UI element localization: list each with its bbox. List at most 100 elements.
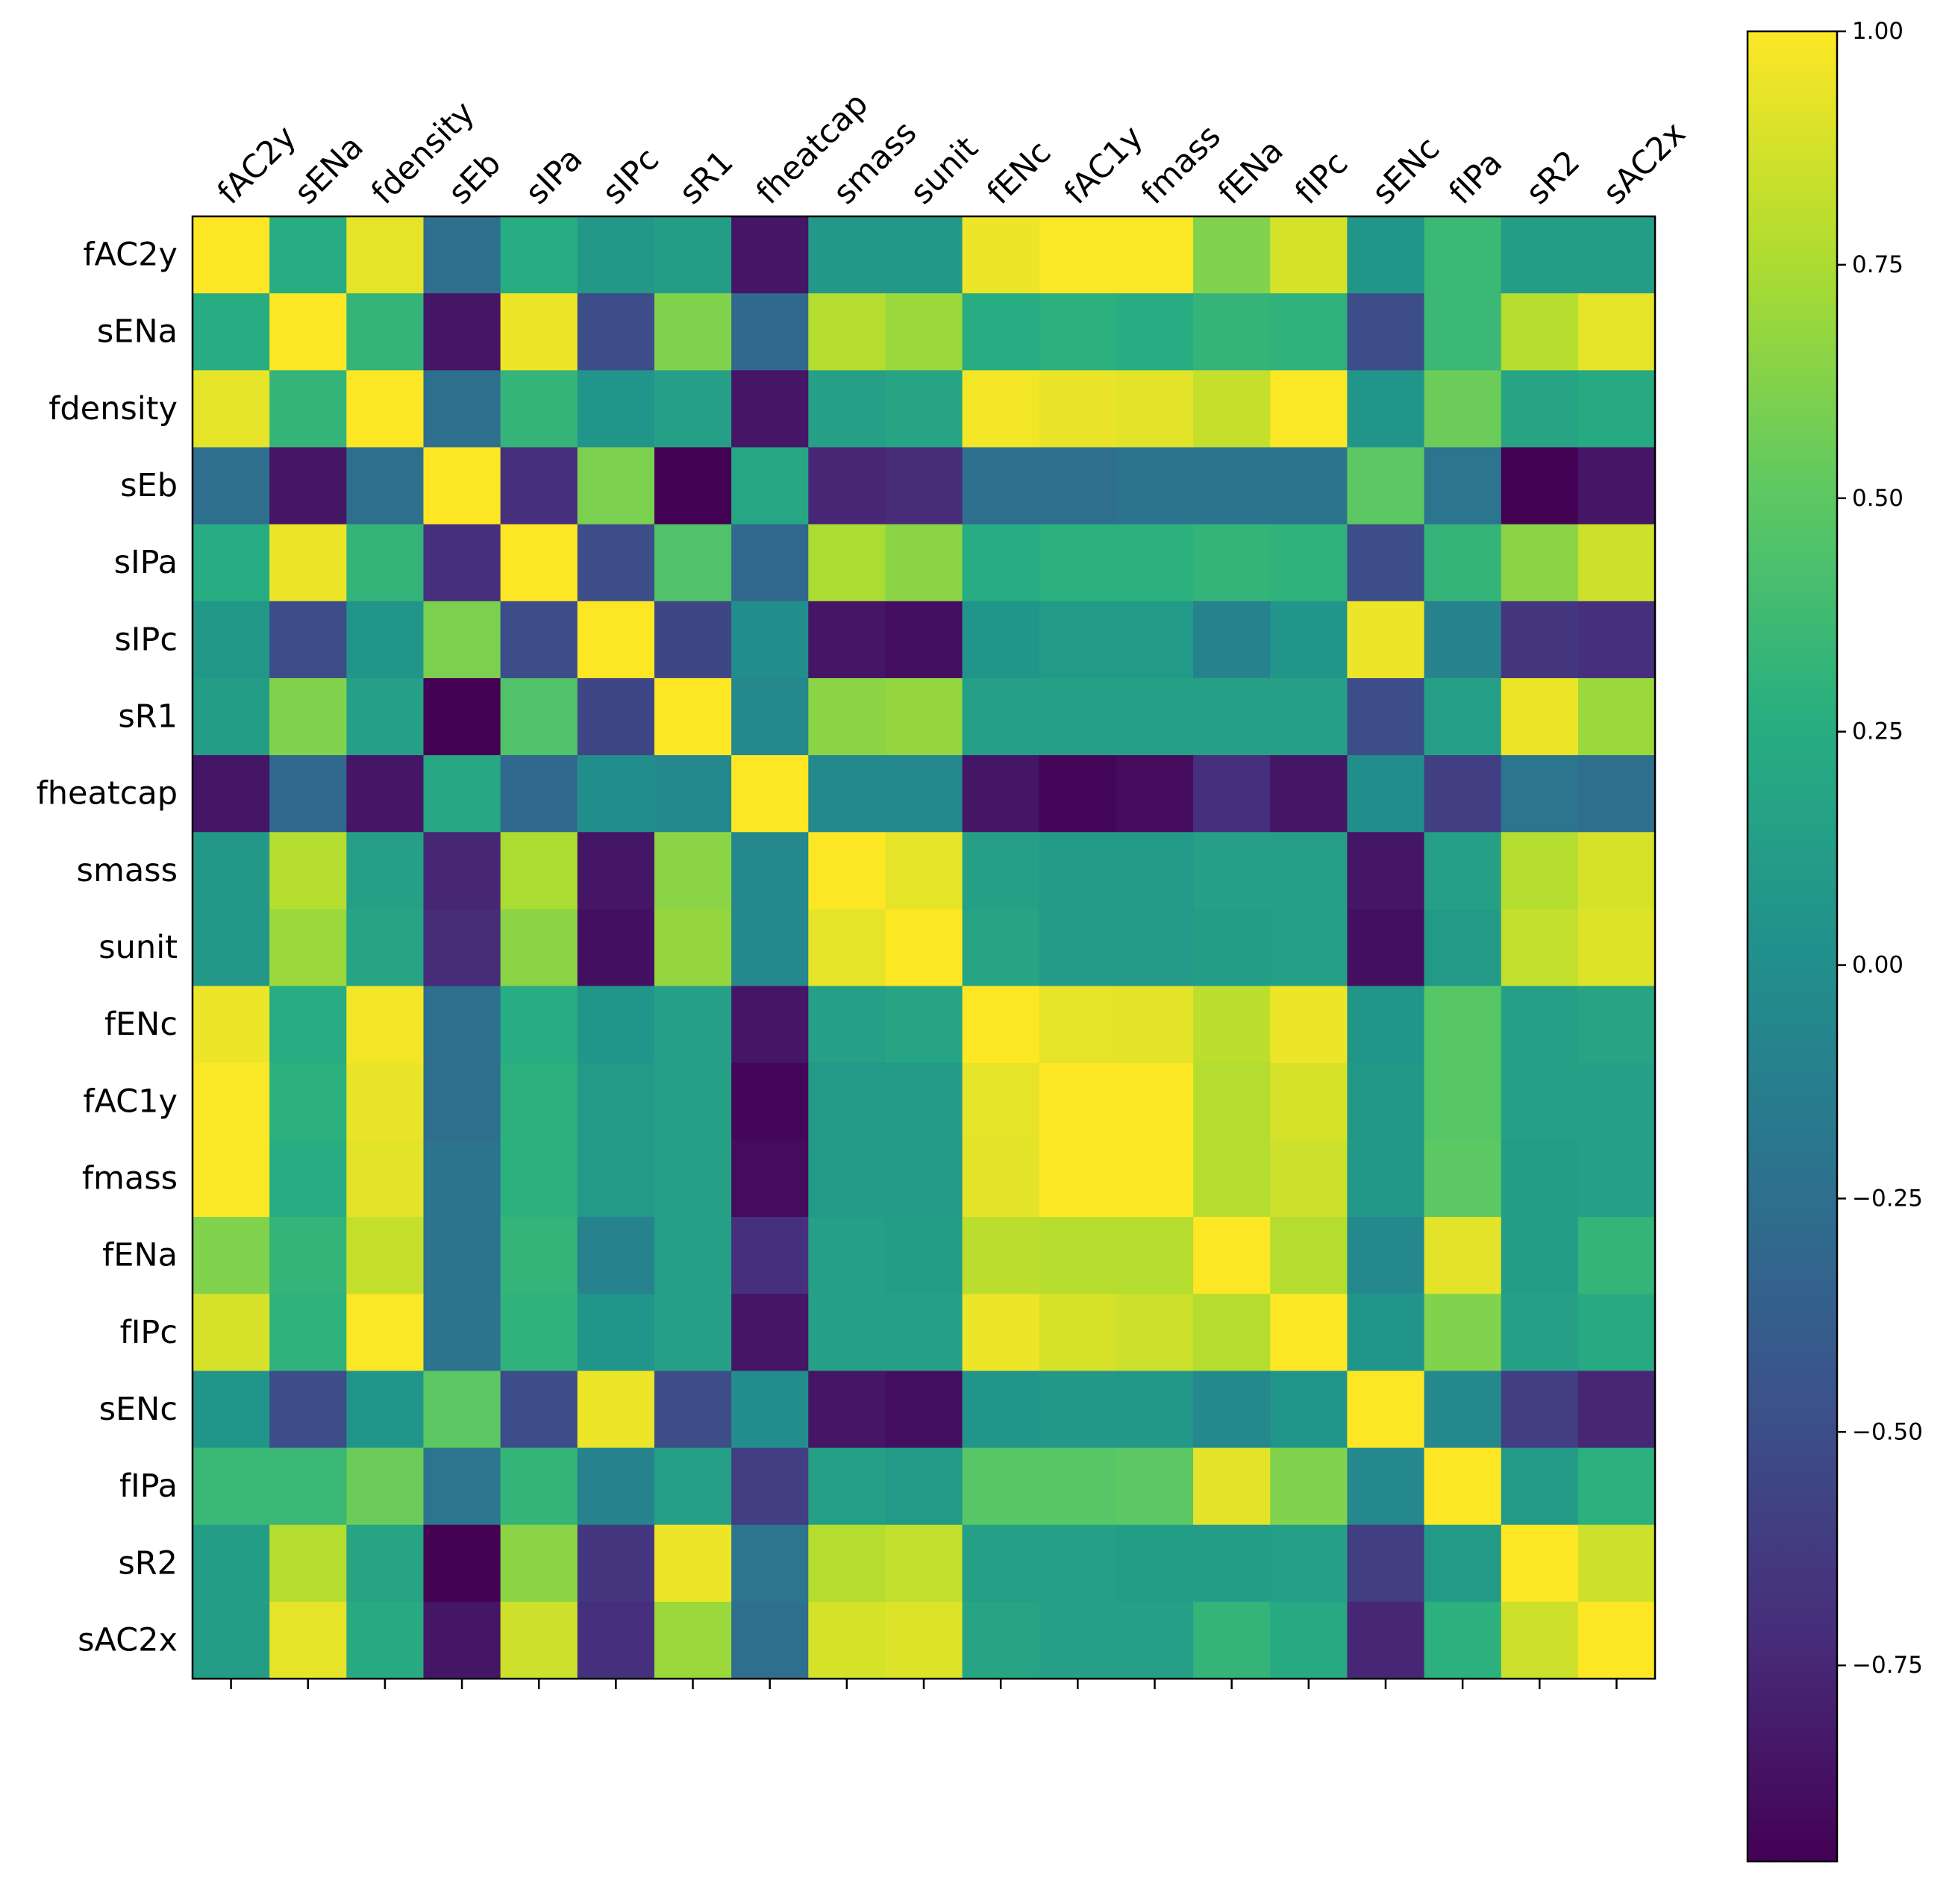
heatmap-cell-sunit-smass <box>808 909 886 987</box>
heatmap-cell-fAC1y-sIPc <box>577 1062 655 1141</box>
heatmap-cell-smass-fIPa <box>1424 832 1502 910</box>
heatmap-cell-sIPc-fENc <box>962 601 1040 679</box>
heatmap-cell-sIPc-sIPc <box>577 601 655 679</box>
heatmap-cell-sENc-fENa <box>1193 1371 1271 1449</box>
heatmap-cell-sEb-sIPc <box>577 447 655 525</box>
heatmap-cell-fENa-sR1 <box>654 1217 732 1294</box>
heatmap-cell-sENa-smass <box>808 293 886 371</box>
heatmap-cell-sAC2x-sIPc <box>577 1601 655 1679</box>
heatmap-cell-fENc-fheatcap <box>731 986 809 1064</box>
heatmap-cell-fENa-fIPa <box>1424 1217 1502 1294</box>
heatmap-cell-fmass-fIPc <box>1270 1139 1348 1218</box>
y-label-sIPc: sIPc <box>114 621 178 658</box>
heatmap-cell-fmass-sunit <box>885 1139 963 1218</box>
heatmap-cell-sEb-sEb <box>423 447 501 525</box>
heatmap-cell-sENc-fmass <box>1116 1371 1194 1449</box>
heatmap-cell-sENa-sAC2x <box>1577 293 1656 371</box>
heatmap-cell-sENc-fAC2y <box>193 1371 270 1449</box>
heatmap-cell-sR2-sIPc <box>577 1524 655 1603</box>
heatmap-cell-fAC1y-sunit <box>885 1062 963 1141</box>
heatmap-cell-sR2-sR1 <box>654 1524 732 1603</box>
heatmap-cell-sEb-fIPa <box>1424 447 1502 525</box>
heatmap-cell-sIPc-fmass <box>1116 601 1194 679</box>
heatmap-cell-sENa-sIPc <box>577 293 655 371</box>
heatmap-cell-sENa-sENa <box>269 293 347 371</box>
heatmap-cell-fheatcap-sEb <box>423 755 501 833</box>
heatmap-cell-sunit-fAC2y <box>193 909 270 987</box>
heatmap-cell-fheatcap-sAC2x <box>1577 755 1656 833</box>
heatmap-cell-smass-sIPa <box>500 832 578 910</box>
heatmap-cell-fAC2y-sR1 <box>654 216 732 294</box>
heatmap-cell-fmass-sR2 <box>1501 1139 1579 1218</box>
heatmap-cell-sENc-sR1 <box>654 1371 732 1449</box>
heatmap-cell-sR1-smass <box>808 677 886 756</box>
heatmap-cell-sENc-sIPa <box>500 1371 578 1449</box>
heatmap-cell-fENc-fENa <box>1193 986 1271 1064</box>
y-label-smass: smass <box>77 852 178 889</box>
heatmap-cell-fmass-sIPa <box>500 1139 578 1218</box>
heatmap-cell-fENa-fdensity <box>346 1217 425 1294</box>
heatmap-cell-sENc-sENa <box>269 1371 347 1449</box>
heatmap-cell-fAC1y-sR1 <box>654 1062 732 1141</box>
heatmap-cell-fmass-fAC1y <box>1039 1139 1117 1218</box>
heatmap-cell-fmass-fdensity <box>346 1139 425 1218</box>
heatmap-cell-fmass-sENa <box>269 1139 347 1218</box>
heatmap-cell-sENa-sR1 <box>654 293 732 371</box>
heatmap-cell-sENc-fIPa <box>1424 1371 1502 1449</box>
heatmap-cell-sIPc-sunit <box>885 601 963 679</box>
heatmap-cell-fAC1y-fENc <box>962 1062 1040 1141</box>
heatmap-cell-sIPa-sAC2x <box>1577 524 1656 602</box>
heatmap-cell-fheatcap-sIPc <box>577 755 655 833</box>
heatmap-cell-sIPc-fheatcap <box>731 601 809 679</box>
x-label-fENc: fENc <box>980 134 1059 212</box>
heatmap-cell-sIPc-sENa <box>269 601 347 679</box>
heatmap-cell-sAC2x-sENa <box>269 1601 347 1679</box>
heatmap-cell-sAC2x-sAC2x <box>1577 1601 1656 1679</box>
heatmap-cell-sR1-fAC2y <box>193 677 270 756</box>
heatmap-cell-sR2-fAC2y <box>193 1524 270 1603</box>
heatmap-cell-fAC2y-fdensity <box>346 216 425 294</box>
heatmap-cell-sunit-sR2 <box>1501 909 1579 987</box>
heatmap-cell-fIPc-sIPa <box>500 1294 578 1371</box>
heatmap-cell-sAC2x-smass <box>808 1601 886 1679</box>
y-label-sunit: sunit <box>98 929 178 966</box>
heatmap-cell-fheatcap-fAC1y <box>1039 755 1117 833</box>
heatmap-cell-smass-sAC2x <box>1577 832 1656 910</box>
heatmap-cell-sIPc-fAC2y <box>193 601 270 679</box>
heatmap-cell-fIPa-sunit <box>885 1447 963 1526</box>
heatmap-cell-fAC1y-fENa <box>1193 1062 1271 1141</box>
y-label-fAC1y: fAC1y <box>83 1083 178 1120</box>
colorbar: 1.00 0.75 0.50 0.25 0.00 −0.25 −0.50 −0.75 <box>1746 18 1923 1863</box>
heatmap-cell-sR2-fIPa <box>1424 1524 1502 1603</box>
x-label-sIPa: sIPa <box>519 140 590 212</box>
heatmap-cell-fENc-sEb <box>423 986 501 1064</box>
heatmap-cell-fAC1y-sEb <box>423 1062 501 1141</box>
heatmap-cell-sENa-sIPa <box>500 293 578 371</box>
y-label-fheatcap: fheatcap <box>37 775 178 812</box>
heatmap-cell-sunit-sIPa <box>500 909 578 987</box>
heatmap-cell-fIPa-fIPc <box>1270 1447 1348 1526</box>
heatmap-cell-sIPa-fENa <box>1193 524 1271 602</box>
heatmap-cell-fENc-smass <box>808 986 886 1064</box>
heatmap-cell-fENa-fAC2y <box>193 1217 270 1294</box>
heatmap-cell-fIPc-sEb <box>423 1294 501 1371</box>
y-label-fAC2y: fAC2y <box>83 237 178 274</box>
heatmap-cell-sEb-sR2 <box>1501 447 1579 525</box>
heatmap-cell-fAC1y-fIPc <box>1270 1062 1348 1141</box>
heatmap-cell-fIPa-sEb <box>423 1447 501 1526</box>
heatmap-cell-sENa-fAC2y <box>193 293 270 371</box>
heatmap-cell-sIPa-fENc <box>962 524 1040 602</box>
heatmap-cell-fheatcap-sIPa <box>500 755 578 833</box>
heatmap-cell-sIPc-smass <box>808 601 886 679</box>
heatmap-cell-sAC2x-fENa <box>1193 1601 1271 1679</box>
heatmap-cell-fdensity-fAC1y <box>1039 370 1117 448</box>
heatmap-cell-fENc-sunit <box>885 986 963 1064</box>
heatmap-cell-sAC2x-sR1 <box>654 1601 732 1679</box>
heatmap-cell-smass-sunit <box>885 832 963 910</box>
heatmap-cell-fIPc-fENc <box>962 1294 1040 1371</box>
heatmap-cell-smass-fAC1y <box>1039 832 1117 910</box>
heatmap-cell-sIPa-sIPa <box>500 524 578 602</box>
heatmap-cell-sIPa-sIPc <box>577 524 655 602</box>
heatmap-cell-sunit-sAC2x <box>1577 909 1656 987</box>
heatmap-cell-fENc-fIPa <box>1424 986 1502 1064</box>
